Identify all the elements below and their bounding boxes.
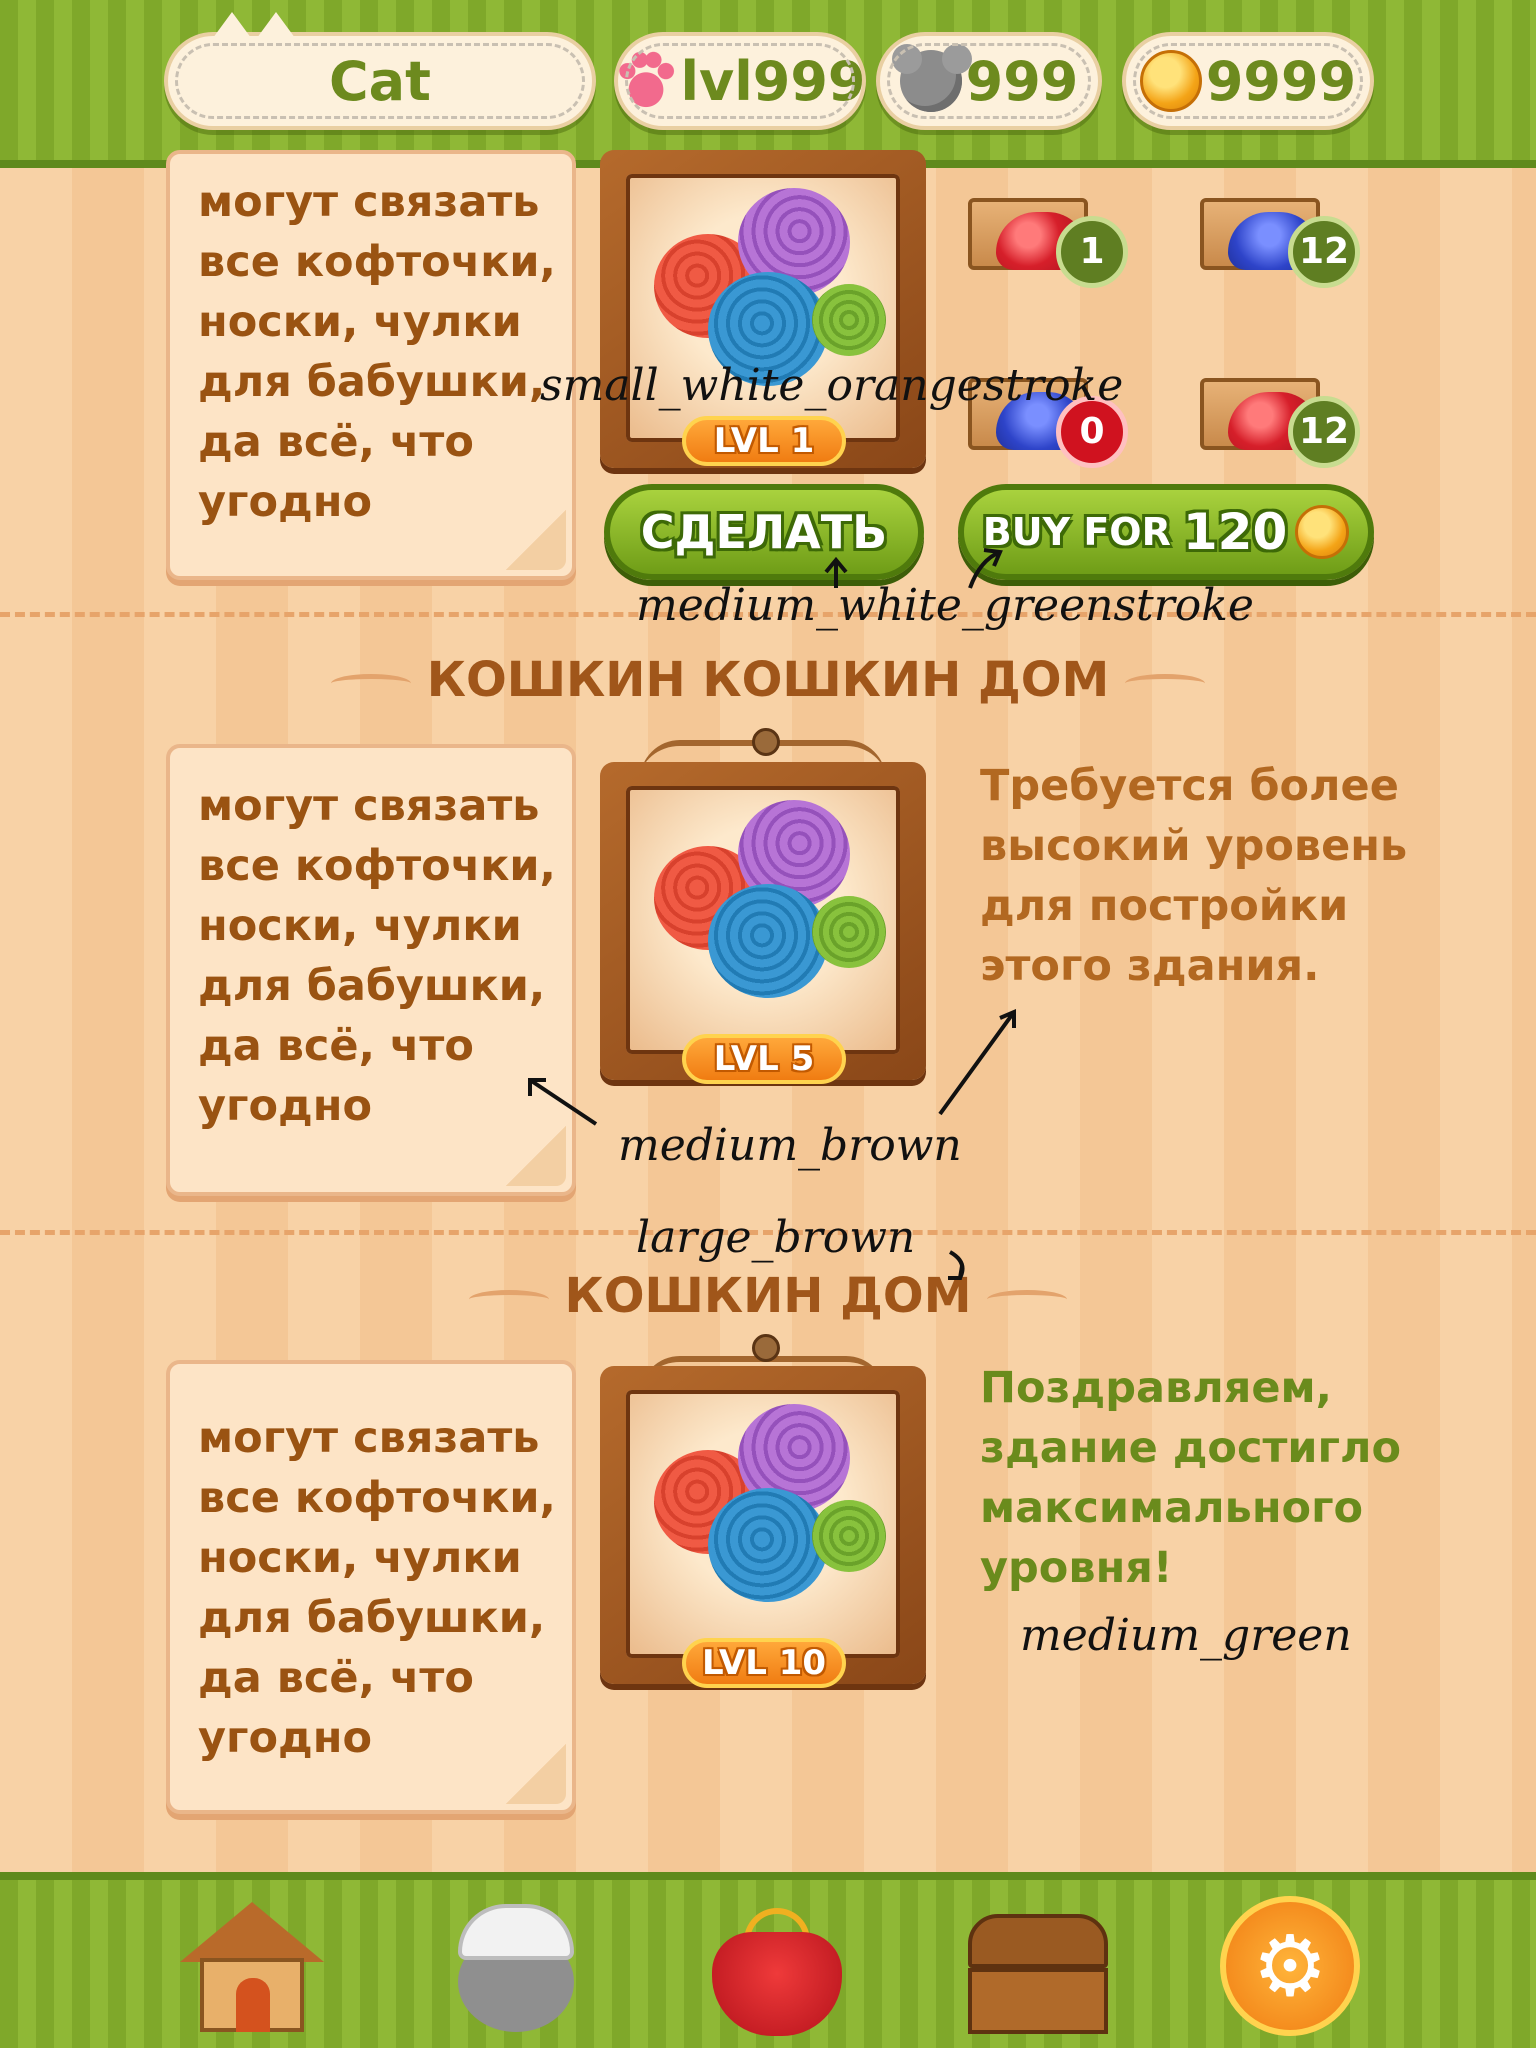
- buy-button-price: 120: [1182, 503, 1288, 561]
- level-badge: LVL 10: [682, 1638, 846, 1688]
- annotation-label: medium_green: [1020, 1610, 1352, 1661]
- coin-icon: [1139, 50, 1202, 112]
- status-text: Требуется более высокий уровень для пост…: [980, 761, 1408, 991]
- make-button-label: СДЕЛАТЬ: [640, 505, 888, 559]
- ornament-icon: [468, 1289, 549, 1309]
- cat-ear-icon: [210, 12, 254, 42]
- description-card: могут связать все кофточки, носки, чулки…: [166, 744, 576, 1196]
- resource-slot[interactable]: 12: [1190, 154, 1360, 288]
- level-value: lvl999: [680, 49, 866, 113]
- yarn-ball-blue-icon: [708, 272, 828, 386]
- coin-icon: [1295, 505, 1350, 559]
- section-divider: [0, 612, 1536, 617]
- resource-count: 12: [1288, 216, 1360, 288]
- section-title: КОШКИН ДОМ: [0, 1268, 1536, 1324]
- description-text: могут связать все кофточки, носки, чулки…: [198, 1413, 556, 1763]
- yarn-ball-green-icon: [812, 1500, 886, 1572]
- coins-value: 9999: [1205, 49, 1357, 113]
- yarn-ball-blue-icon: [708, 1488, 828, 1602]
- resource-slot[interactable]: 12: [1190, 334, 1360, 468]
- make-button[interactable]: СДЕЛАТЬ: [604, 484, 924, 580]
- coins-pill[interactable]: 9999: [1122, 32, 1374, 130]
- ornament-icon: [330, 673, 411, 693]
- purse-icon[interactable]: [700, 1892, 850, 2042]
- annotation-label: medium_brown: [618, 1120, 962, 1171]
- resource-count: 12: [1288, 396, 1360, 468]
- level-pill[interactable]: lvl999: [614, 32, 866, 130]
- nail-icon: [752, 1334, 780, 1362]
- nail-icon: [752, 728, 780, 756]
- mice-value: 999: [965, 49, 1079, 113]
- ornament-icon: [987, 1289, 1068, 1309]
- section-title: КОШКИН КОШКИН ДОМ: [0, 652, 1536, 708]
- annotation-label: medium_white_greenstroke: [636, 580, 1254, 631]
- yarn-ball-green-icon: [812, 284, 886, 356]
- description-card: могут связать все кофточки, носки, чулки…: [166, 1360, 576, 1814]
- building-picture-frame[interactable]: [600, 1366, 926, 1684]
- ornament-icon: [1125, 673, 1206, 693]
- resource-count: 1: [1056, 216, 1128, 288]
- description-text: могут связать все кофточки, носки, чулки…: [198, 781, 556, 1131]
- description-card: могут связать все кофточки, носки, чулки…: [166, 150, 576, 580]
- status-text: Поздравляем, здание достигло максимально…: [980, 1363, 1402, 1593]
- player-name-pill[interactable]: Cat: [164, 32, 596, 130]
- building-picture-frame[interactable]: [600, 762, 926, 1080]
- paw-icon: [614, 50, 677, 112]
- section-title-text: КОШКИН ДОМ: [564, 1268, 972, 1324]
- miner-mouse-icon[interactable]: [440, 1892, 590, 2042]
- annotation-label: small_white_orangestroke: [540, 360, 1124, 411]
- level-badge: LVL 5: [682, 1034, 846, 1084]
- building-picture-frame[interactable]: [600, 150, 926, 468]
- buy-button[interactable]: BUY FOR 120: [958, 484, 1374, 580]
- home-icon[interactable]: [170, 1892, 324, 2042]
- chest-icon[interactable]: [960, 1892, 1110, 2042]
- description-text: могут связать все кофточки, носки, чулки…: [198, 177, 556, 527]
- gear-icon[interactable]: ⚙: [1216, 1892, 1366, 2042]
- yarn-ball-green-icon: [812, 896, 886, 968]
- resource-slot[interactable]: 1: [958, 154, 1128, 288]
- resource-count: 0: [1056, 396, 1128, 468]
- resource-slot[interactable]: 0: [958, 334, 1128, 468]
- mouse-icon: [891, 44, 962, 112]
- section-divider: [0, 1230, 1536, 1235]
- player-name: Cat: [329, 49, 431, 113]
- mice-pill[interactable]: 999: [876, 32, 1102, 130]
- cat-ear-icon: [254, 12, 298, 42]
- level-badge: LVL 1: [682, 416, 846, 466]
- yarn-ball-blue-icon: [708, 884, 828, 998]
- buy-button-prefix: BUY FOR: [982, 510, 1171, 554]
- section-title-text: КОШКИН КОШКИН ДОМ: [426, 652, 1110, 708]
- annotation-label: large_brown: [636, 1212, 916, 1263]
